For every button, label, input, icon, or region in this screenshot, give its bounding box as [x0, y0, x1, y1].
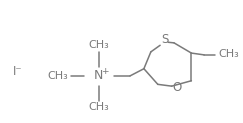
Text: CH₃: CH₃ — [88, 102, 109, 112]
Text: N: N — [94, 69, 103, 82]
Text: CH₃: CH₃ — [218, 49, 239, 59]
Text: +: + — [101, 67, 108, 76]
Text: S: S — [161, 33, 168, 46]
Text: CH₃: CH₃ — [88, 40, 109, 50]
Text: CH₃: CH₃ — [48, 71, 69, 81]
Text: O: O — [173, 81, 182, 94]
Text: I⁻: I⁻ — [13, 65, 22, 78]
